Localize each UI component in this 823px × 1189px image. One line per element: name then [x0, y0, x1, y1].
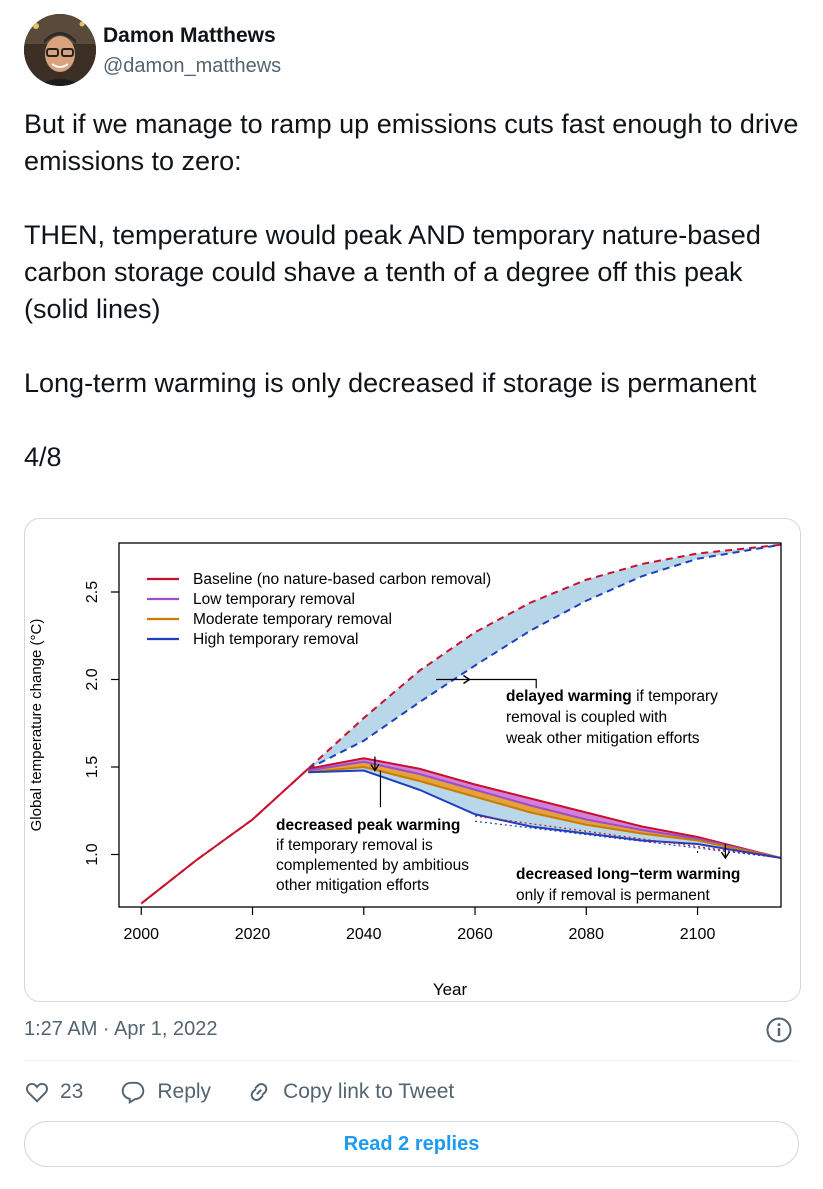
x-tick-label: 2000: [123, 926, 159, 943]
x-tick-label: 2080: [568, 926, 604, 943]
y-axis-label: Global temperature change (°C): [28, 619, 45, 832]
author-handle[interactable]: @damon_matthews: [103, 55, 282, 77]
reply-icon: [122, 1081, 145, 1105]
copy-link-label: Copy link to Tweet: [283, 1080, 455, 1103]
reply-button[interactable]: Reply: [119, 1079, 211, 1105]
annotation-line: if temporary removal is: [276, 837, 433, 854]
legend-label: High temporary removal: [193, 631, 358, 648]
like-button[interactable]: 23: [24, 1079, 83, 1105]
divider: [24, 1060, 799, 1061]
high-removal-band: [308, 767, 781, 858]
annotation-bold: decreased long−term warming: [516, 866, 740, 883]
permanent-removal-dotted-line: [474, 815, 781, 859]
legend-label: Baseline (no nature-based carbon removal…: [193, 571, 491, 588]
tweet-media-chart[interactable]: 2000 2020 2040 2060 2080 2100 1.0 1.5 2.0 2.5 Bas…: [24, 518, 801, 1002]
series-line-4: [308, 765, 781, 859]
avatar[interactable]: [24, 14, 96, 86]
like-count: 23: [60, 1080, 84, 1103]
annotation-line: complemented by ambitious: [276, 857, 469, 874]
series-line-3: [307, 760, 781, 859]
x-tick-label: 2060: [457, 926, 493, 943]
x-tick-label: 2020: [235, 926, 271, 943]
y-tick-label: 1.0: [84, 843, 101, 865]
x-axis-label: Year: [433, 980, 468, 999]
annotation-line: removal is coupled with: [506, 709, 667, 726]
y-tick-label: 1.5: [84, 756, 101, 778]
annotation-line: only if removal is permanent: [516, 887, 711, 904]
y-tick-label: 2.5: [84, 581, 101, 603]
plot-frame: [118, 542, 782, 908]
annotation-arrowhead: [720, 851, 730, 860]
annotation-text: decreased long−term warming only if remov…: [516, 866, 740, 904]
series-line-5: [308, 769, 781, 859]
permanent-removal-dotted-line: [474, 820, 781, 859]
annotation-leader: [469, 678, 537, 689]
tweet-actions: 23 Reply Copy link to Tweet: [24, 1074, 454, 1110]
heart-icon: [26, 1083, 48, 1103]
chart-svg: 2000 2020 2040 2060 2080 2100 1.0 1.5 2.0 2.5 Bas…: [28, 542, 782, 999]
legend-label: Moderate temporary removal: [193, 611, 392, 628]
annotation-line: other mitigation efforts: [276, 877, 429, 894]
series-line-0: [140, 543, 781, 905]
series-line-2: [140, 757, 781, 905]
read-replies-button[interactable]: Read 2 replies: [24, 1121, 799, 1167]
tweet-text: But if we manage to ramp up emissions cu…: [24, 109, 799, 472]
annotation-arrowhead: [370, 764, 380, 772]
annotation-bold: decreased peak warming: [276, 817, 460, 834]
y-tick-label: 2.0: [84, 668, 101, 690]
annotation-text: decreased peak warming if temporary remov…: [276, 817, 469, 894]
link-icon: [250, 1083, 268, 1101]
info-icon[interactable]: [765, 1016, 793, 1044]
series-line-1: [307, 543, 781, 770]
x-tick-label: 2100: [680, 926, 716, 943]
reply-label: Reply: [157, 1080, 212, 1103]
author-name[interactable]: Damon Matthews: [103, 24, 276, 47]
annotation-line: weak other mitigation efforts: [505, 730, 700, 747]
copy-link-button[interactable]: Copy link to Tweet: [245, 1079, 454, 1105]
legend-label: Low temporary removal: [193, 591, 355, 608]
annotation-text: delayed warming if temporary removal is c…: [505, 688, 718, 747]
annotation-bold: delayed warming: [506, 688, 632, 705]
timestamp[interactable]: 1:27 AM · Apr 1, 2022: [24, 1018, 218, 1040]
annotation-line: if temporary: [632, 688, 718, 705]
x-tick-label: 2040: [346, 926, 382, 943]
